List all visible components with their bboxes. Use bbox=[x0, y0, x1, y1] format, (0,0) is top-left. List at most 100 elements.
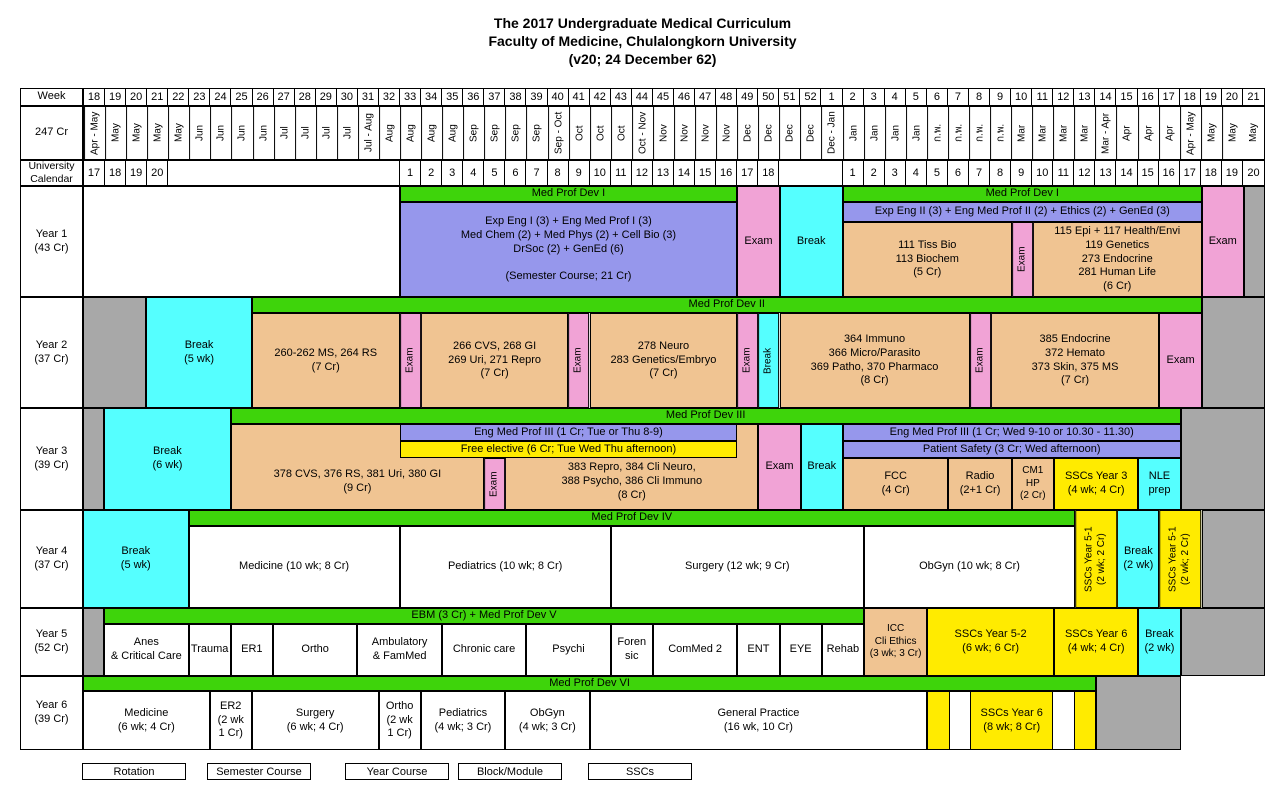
calendar-week-cell: 16 bbox=[1159, 161, 1180, 185]
year1-tiss-bio-block: 111 Tiss Bio 113 Biochem (5 Cr) bbox=[842, 222, 1012, 297]
month-cell: May bbox=[1247, 123, 1259, 143]
credits-label: 247 Cr bbox=[20, 106, 83, 160]
calendar-week-cell: 1 bbox=[400, 161, 422, 185]
year2-row: Year 2 (37 Cr) Break (5 wk) Med Prof Dev… bbox=[20, 297, 1265, 408]
month-cell: Mar bbox=[1053, 107, 1075, 159]
year3-eng-med-prof-left-strip: Eng Med Prof III (1 Cr; Tue or Thu 8-9) bbox=[399, 424, 738, 441]
year5-ebm-bar: EBM (3 Cr) + Med Prof Dev V bbox=[104, 608, 864, 624]
title-line-2: Faculty of Medicine, Chulalongkorn Unive… bbox=[488, 33, 797, 49]
week-number-cell: 46 bbox=[674, 89, 696, 105]
year4-med-prof-dev-4-bar: Med Prof Dev IV bbox=[188, 510, 1076, 526]
year2-exam2-block: Exam bbox=[568, 313, 590, 408]
month-cell: Mar bbox=[1074, 107, 1096, 159]
year6-er2-rotation: ER2 (2 wk 1 Cr) bbox=[209, 691, 252, 750]
week-number-cell: 5 bbox=[906, 89, 927, 105]
week-number-cell: 39 bbox=[526, 89, 548, 105]
month-cell: May bbox=[1200, 107, 1222, 159]
month-cell: Jan bbox=[905, 107, 927, 159]
month-cell: Jul bbox=[273, 107, 295, 159]
year5-ent-rotation: ENT bbox=[737, 624, 780, 676]
calendar-week-cell: 6 bbox=[505, 161, 527, 185]
week-number-cell: 7 bbox=[948, 89, 969, 105]
calendar-week-cell: 16 bbox=[716, 161, 738, 185]
week-number-cell: 19 bbox=[1201, 89, 1222, 105]
title-line-3: (v20; 24 December 62) bbox=[568, 51, 717, 67]
calendar-week-cell: 18 bbox=[1201, 161, 1222, 185]
year4-surgery-rotation: Surgery (12 wk; 9 Cr) bbox=[610, 526, 864, 608]
year4-sscs-51a-block: SSCs Year 5-1 (2 wk; 2 Cr) bbox=[1075, 510, 1118, 608]
year5-break-block: Break (2 wk) bbox=[1138, 608, 1181, 676]
month-cell: Aug bbox=[378, 107, 401, 159]
month-cells: Apr - May May May May May Jun Jun Jun Jun Jul Jul J… bbox=[83, 106, 1265, 160]
month-cell: Mar bbox=[1011, 107, 1033, 159]
year2-neuro-block: 278 Neuro 283 Genetics/Embryo (7 Cr) bbox=[589, 313, 738, 408]
week-number-cell: 44 bbox=[632, 89, 653, 105]
year3-mid-break-block: Break bbox=[800, 424, 843, 510]
week-number-cell: 29 bbox=[316, 89, 337, 105]
year5-row: Year 5 (52 Cr) EBM (3 Cr) + Med Prof Dev… bbox=[20, 608, 1265, 676]
month-cell: Apr bbox=[1137, 107, 1159, 159]
year2-off-term-left bbox=[83, 297, 147, 408]
year6-sscs-stripe-2 bbox=[948, 692, 970, 749]
month-cell: Apr - May bbox=[84, 107, 106, 159]
year2-endocrine-block: 385 Endocrine 372 Hemato 373 Skin, 375 M… bbox=[990, 313, 1160, 408]
month-cell: Jan bbox=[884, 107, 906, 159]
week-number-cell: 21 bbox=[1247, 91, 1260, 103]
calendar-week-cell: 8 bbox=[548, 161, 569, 185]
week-number-cell: 50 bbox=[758, 89, 780, 105]
month-cell: Nov bbox=[652, 107, 674, 159]
month-cell: May bbox=[105, 107, 127, 159]
week-number-cell: 8 bbox=[969, 89, 991, 105]
month-cell: Apr - May bbox=[1179, 107, 1201, 159]
year6-sscs-striped-block: SSCs Year 6 (8 wk; 8 Cr) bbox=[927, 691, 1097, 750]
year2-final-exam-block: Exam bbox=[1159, 313, 1202, 408]
year3-patient-safety-strip: Patient Safety (3 Cr; Wed afternoon) bbox=[842, 441, 1181, 458]
calendar-week-cell: 7 bbox=[969, 161, 991, 185]
week-number-cell: 11 bbox=[1032, 89, 1054, 105]
calendar-week-cell: 15 bbox=[1138, 161, 1159, 185]
year6-sscs-stripe-3 bbox=[1052, 692, 1074, 749]
month-cell: ก.พ. bbox=[968, 107, 991, 159]
year5-label: Year 5 (52 Cr) bbox=[20, 608, 83, 676]
month-row: 247 Cr Apr - May May May May May Jun Jun Jun Jun… bbox=[20, 106, 1265, 160]
calendar-week-cell: 9 bbox=[1011, 161, 1033, 185]
calendar-week-cell: 14 bbox=[674, 161, 696, 185]
calendar-week-cell: 7 bbox=[526, 161, 548, 185]
calendar-week-cell: 17 bbox=[737, 161, 759, 185]
calendar-week-cell: 17 bbox=[84, 161, 106, 185]
month-cell: Oct bbox=[610, 107, 632, 159]
week-number-cell: 40 bbox=[548, 89, 569, 105]
year4-break-block: Break (5 wk) bbox=[83, 510, 189, 608]
year2-med-prof-dev-2-bar: Med Prof Dev II bbox=[251, 297, 1202, 313]
year1-semester1-block: Exp Eng I (3) + Eng Med Prof I (3) Med C… bbox=[399, 202, 738, 297]
year5-er1-rotation: ER1 bbox=[230, 624, 273, 676]
year3-free-elective-strip: Free elective (6 Cr; Tue Wed Thu afterno… bbox=[399, 441, 738, 458]
month-cell: Nov bbox=[716, 107, 738, 159]
year4-off-term-right bbox=[1201, 510, 1265, 608]
year3-eng-med-prof-right-strip: Eng Med Prof III (1 Cr; Wed 9-10 or 10.3… bbox=[842, 424, 1181, 441]
year5-sscs-6-block: SSCs Year 6 (4 wk; 4 Cr) bbox=[1053, 608, 1139, 676]
year4-row: Year 4 (37 Cr) Break (5 wk) Med Prof Dev… bbox=[20, 510, 1265, 608]
legend-block-module: Block/Module bbox=[458, 763, 562, 780]
year6-pediatrics-rotation: Pediatrics (4 wk; 3 Cr) bbox=[420, 691, 506, 750]
legend-semester-course: Semester Course bbox=[207, 763, 311, 780]
month-cell: Jul - Aug bbox=[357, 107, 379, 159]
week-number-cell: 19 bbox=[105, 89, 127, 105]
week-number-cell: 2 bbox=[843, 89, 864, 105]
month-cell: Aug bbox=[442, 107, 464, 159]
year4-label: Year 4 (37 Cr) bbox=[20, 510, 83, 608]
year5-icc-cli-ethics-block: ICC Cli Ethics (3 wk; 3 Cr) bbox=[863, 608, 928, 676]
year5-trauma-rotation: Trauma bbox=[188, 624, 231, 676]
year5-sscs-52-block: SSCs Year 5-2 (6 wk; 6 Cr) bbox=[927, 608, 1054, 676]
week-number-cell: 27 bbox=[274, 89, 295, 105]
month-cell: Sep bbox=[505, 107, 527, 159]
calendar-week-cell: 12 bbox=[632, 161, 653, 185]
page-title: The 2017 Undergraduate Medical Curriculu… bbox=[0, 14, 1285, 68]
year1-semester2-strip: Exp Eng II (3) + Eng Med Prof II (2) + E… bbox=[842, 202, 1202, 222]
year1-epi-block: 115 Epi + 117 Health/Envi 119 Genetics 2… bbox=[1032, 222, 1202, 297]
calendar-week-cell: 5 bbox=[927, 161, 948, 185]
week-number-cell: 23 bbox=[189, 89, 211, 105]
month-cell: ก.พ. bbox=[990, 107, 1012, 159]
month-cell: Oct - Nov bbox=[631, 107, 653, 159]
week-number-cell: 25 bbox=[231, 89, 253, 105]
